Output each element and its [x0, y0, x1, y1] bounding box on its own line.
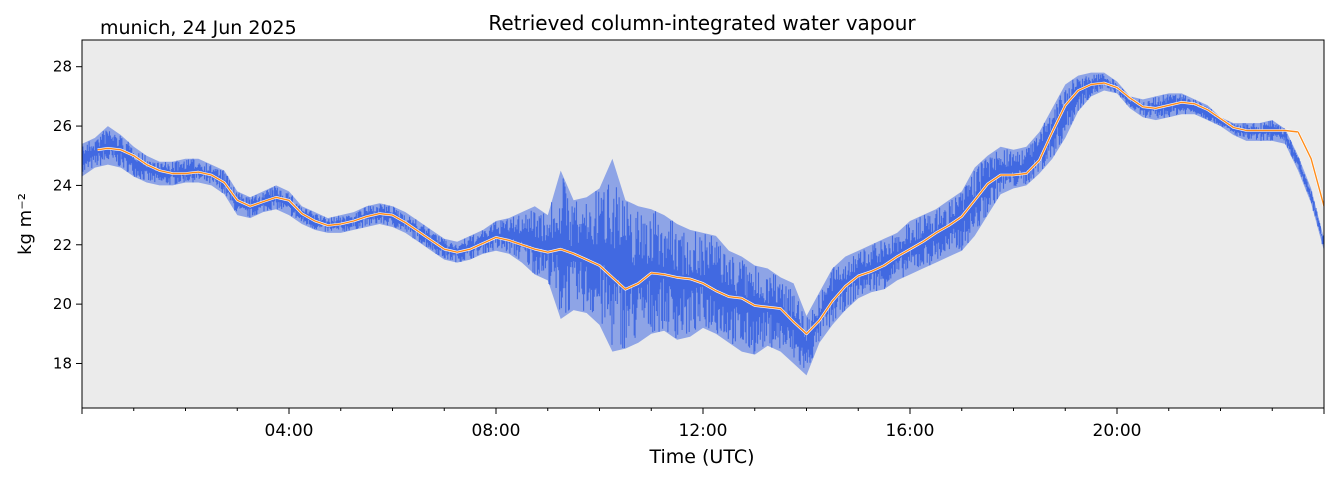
- y-tick-label: 26: [53, 117, 72, 135]
- x-tick-label: 04:00: [265, 421, 314, 441]
- x-tick-label: 12:00: [679, 421, 728, 441]
- y-axis-ticks: 18 20 22 24 26 28: [53, 58, 82, 372]
- x-tick-label: 08:00: [472, 421, 521, 441]
- smoothed-series: [97, 81, 1324, 336]
- smoothed-line: [97, 82, 1299, 335]
- y-tick-label: 18: [53, 354, 72, 372]
- y-tick-label: 24: [53, 176, 72, 194]
- x-axis-label: Time (UTC): [648, 446, 754, 468]
- x-tick-label: 16:00: [886, 421, 935, 441]
- y-tick-label: 28: [53, 58, 72, 76]
- smoothed-tail-line: [1297, 131, 1324, 207]
- y-tick-label: 22: [53, 236, 72, 254]
- y-axis-label: kg m⁻²: [15, 193, 36, 255]
- plot-area: [82, 40, 1324, 408]
- x-tick-label: 20:00: [1093, 421, 1142, 441]
- location-date-label: munich, 24 Jun 2025: [100, 17, 297, 39]
- y-tick-label: 20: [53, 295, 72, 313]
- chart-title: Retrieved column-integrated water vapour: [488, 11, 916, 35]
- x-axis-ticks: 04:00 08:00 12:00 16:00 20:00: [81, 408, 1325, 441]
